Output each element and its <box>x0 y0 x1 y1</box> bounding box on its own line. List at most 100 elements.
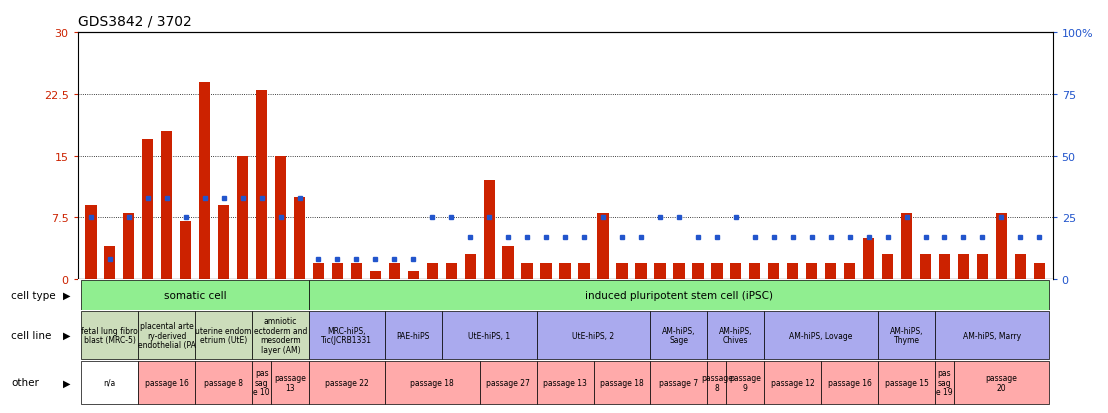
Text: cell line: cell line <box>11 330 51 340</box>
Bar <box>707 312 765 359</box>
Bar <box>749 263 760 279</box>
Text: placental arte
ry-derived
endothelial (PA: placental arte ry-derived endothelial (P… <box>137 321 196 349</box>
Bar <box>901 214 912 279</box>
Text: passage
9: passage 9 <box>729 373 761 392</box>
Bar <box>541 263 552 279</box>
Bar <box>765 361 821 404</box>
Bar <box>674 263 685 279</box>
Bar <box>957 255 970 279</box>
Text: passage 18: passage 18 <box>601 378 644 387</box>
Bar <box>85 205 96 279</box>
Bar <box>138 361 195 404</box>
Bar <box>616 263 627 279</box>
Bar <box>825 263 837 279</box>
Bar <box>578 263 589 279</box>
Text: ▶: ▶ <box>63 330 71 340</box>
Text: PAE-hiPS: PAE-hiPS <box>397 331 430 340</box>
Bar <box>635 263 647 279</box>
Text: pas
sag
e 19: pas sag e 19 <box>936 368 953 396</box>
Bar <box>275 156 286 279</box>
Bar <box>650 361 707 404</box>
Bar <box>727 361 765 404</box>
Bar <box>878 361 935 404</box>
Text: cell type: cell type <box>11 290 55 300</box>
Text: ▶: ▶ <box>63 377 71 387</box>
Bar <box>389 263 400 279</box>
Bar <box>384 312 442 359</box>
Bar <box>331 263 343 279</box>
Text: passage 27: passage 27 <box>486 378 530 387</box>
Text: passage 16: passage 16 <box>145 378 188 387</box>
Text: GDS3842 / 3702: GDS3842 / 3702 <box>78 14 192 28</box>
Text: somatic cell: somatic cell <box>164 290 226 300</box>
Text: ▶: ▶ <box>63 290 71 300</box>
Bar <box>427 263 438 279</box>
Bar <box>253 361 271 404</box>
Bar <box>522 263 533 279</box>
Bar <box>312 263 325 279</box>
Bar <box>195 312 253 359</box>
Text: passage
8: passage 8 <box>701 373 732 392</box>
Bar <box>692 263 704 279</box>
Bar <box>253 312 309 359</box>
Bar <box>104 247 115 279</box>
Bar <box>730 263 741 279</box>
Text: AM-hiPS,
Sage: AM-hiPS, Sage <box>663 326 696 345</box>
Text: induced pluripotent stem cell (iPSC): induced pluripotent stem cell (iPSC) <box>585 290 773 300</box>
Bar <box>81 312 138 359</box>
Text: other: other <box>11 377 39 387</box>
Text: passage
20: passage 20 <box>985 373 1017 392</box>
Bar <box>161 132 173 279</box>
Text: passage 7: passage 7 <box>659 378 698 387</box>
Bar <box>271 361 309 404</box>
Bar <box>935 361 954 404</box>
Bar <box>878 312 935 359</box>
Bar <box>935 312 1049 359</box>
Bar <box>309 280 1049 310</box>
Text: passage
13: passage 13 <box>274 373 306 392</box>
Text: passage 8: passage 8 <box>204 378 243 387</box>
Bar <box>821 361 878 404</box>
Bar <box>882 255 893 279</box>
Bar <box>594 361 650 404</box>
Text: AM-hiPS,
Chives: AM-hiPS, Chives <box>719 326 752 345</box>
Bar <box>138 312 195 359</box>
Text: passage 18: passage 18 <box>410 378 454 387</box>
Text: AM-hiPS,
Thyme: AM-hiPS, Thyme <box>890 326 923 345</box>
Bar <box>179 222 192 279</box>
Text: passage 22: passage 22 <box>325 378 369 387</box>
Bar <box>294 197 305 279</box>
Bar <box>309 312 384 359</box>
Text: fetal lung fibro
blast (MRC-5): fetal lung fibro blast (MRC-5) <box>81 326 138 345</box>
Bar <box>464 255 476 279</box>
Text: passage 12: passage 12 <box>771 378 814 387</box>
Text: UtE-hiPS, 1: UtE-hiPS, 1 <box>469 331 511 340</box>
Bar <box>142 140 153 279</box>
Bar <box>480 361 536 404</box>
Bar <box>442 312 536 359</box>
Text: n/a: n/a <box>104 378 116 387</box>
Bar <box>844 263 855 279</box>
Text: passage 16: passage 16 <box>828 378 872 387</box>
Text: pas
sag
e 10: pas sag e 10 <box>254 368 270 396</box>
Bar <box>309 361 384 404</box>
Bar <box>256 90 267 279</box>
Bar <box>351 263 362 279</box>
Text: AM-hiPS, Lovage: AM-hiPS, Lovage <box>790 331 853 340</box>
Text: UtE-hiPS, 2: UtE-hiPS, 2 <box>573 331 615 340</box>
Bar <box>81 361 138 404</box>
Text: MRC-hiPS,
Tic(JCRB1331: MRC-hiPS, Tic(JCRB1331 <box>321 326 372 345</box>
Bar <box>806 263 818 279</box>
Text: AM-hiPS, Marry: AM-hiPS, Marry <box>963 331 1020 340</box>
Bar <box>765 312 878 359</box>
Bar <box>863 238 874 279</box>
Bar <box>384 361 480 404</box>
Bar <box>787 263 799 279</box>
Bar <box>408 271 419 279</box>
Bar <box>768 263 779 279</box>
Bar <box>503 247 514 279</box>
Bar <box>977 255 988 279</box>
Bar <box>938 255 951 279</box>
Bar <box>370 271 381 279</box>
Bar <box>237 156 248 279</box>
